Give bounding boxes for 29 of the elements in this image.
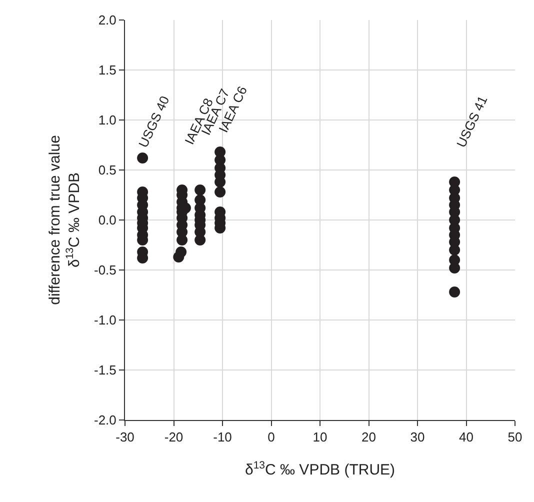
y-tick-label: -0.5 — [94, 262, 116, 278]
point — [214, 186, 226, 198]
y-tick-label: 1.0 — [98, 112, 116, 128]
point — [176, 246, 187, 258]
x-tick-label: 20 — [362, 430, 376, 445]
y-tick-label: 2.0 — [98, 12, 116, 28]
x-tick-label: 10 — [312, 430, 328, 445]
x-tick-label: 30 — [410, 430, 425, 445]
y-tick-label: -2.0 — [94, 412, 116, 428]
point — [194, 184, 206, 196]
x-tick-label: -30 — [116, 430, 134, 445]
point — [194, 234, 206, 246]
y-tick-label: 1.5 — [98, 62, 116, 78]
y-tick-label: 0.5 — [98, 162, 116, 178]
point — [449, 244, 460, 256]
point — [176, 234, 188, 246]
x-tick-label: 0 — [268, 430, 275, 445]
point — [214, 176, 226, 188]
point — [449, 286, 460, 298]
y-tick-label: 0.0 — [98, 212, 116, 228]
x-axis-title: δ$^{13}$C ‰ VPDB (TRUE) — [244, 459, 396, 479]
y-tick-label: -1.0 — [94, 312, 116, 328]
point — [449, 262, 460, 274]
x-tick-label: -10 — [213, 430, 232, 445]
point — [137, 152, 148, 164]
x-tick-label: 50 — [508, 430, 522, 445]
y-tick-label: -1.5 — [94, 362, 116, 378]
x-tick-label: -20 — [164, 430, 184, 445]
x-tick-label: 40 — [459, 430, 474, 445]
